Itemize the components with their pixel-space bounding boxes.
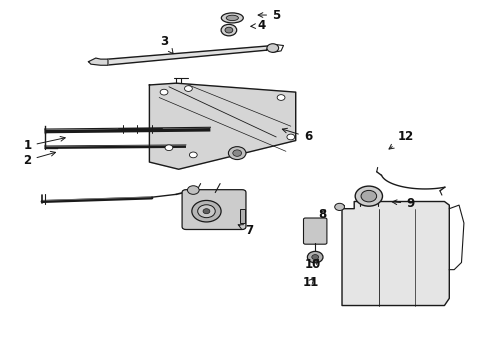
Bar xyxy=(239,209,245,223)
Text: 12: 12 xyxy=(388,130,413,149)
Text: 10: 10 xyxy=(304,258,320,271)
Text: 3: 3 xyxy=(160,35,173,54)
Text: 9: 9 xyxy=(391,197,413,210)
Circle shape xyxy=(311,255,318,260)
Text: 4: 4 xyxy=(250,19,265,32)
Text: 2: 2 xyxy=(23,151,55,167)
Text: 1: 1 xyxy=(23,136,65,152)
Circle shape xyxy=(334,203,344,211)
Polygon shape xyxy=(88,58,108,65)
Circle shape xyxy=(160,89,167,95)
Ellipse shape xyxy=(221,13,243,23)
Text: 11: 11 xyxy=(302,276,318,289)
Circle shape xyxy=(354,186,382,206)
Circle shape xyxy=(360,190,376,202)
Circle shape xyxy=(221,24,236,36)
Circle shape xyxy=(286,134,294,140)
Circle shape xyxy=(187,186,199,194)
Text: 5: 5 xyxy=(258,9,280,22)
Text: 8: 8 xyxy=(318,208,326,221)
Ellipse shape xyxy=(226,15,238,21)
FancyBboxPatch shape xyxy=(303,218,326,244)
Circle shape xyxy=(184,86,192,91)
Circle shape xyxy=(228,147,245,159)
Circle shape xyxy=(191,201,221,222)
Polygon shape xyxy=(105,46,268,65)
Circle shape xyxy=(189,152,197,158)
Circle shape xyxy=(307,251,323,263)
Circle shape xyxy=(232,150,241,156)
Circle shape xyxy=(266,44,278,52)
Circle shape xyxy=(197,205,215,218)
Circle shape xyxy=(164,145,172,150)
Text: 7: 7 xyxy=(238,224,253,237)
Circle shape xyxy=(203,209,209,214)
Circle shape xyxy=(277,95,285,100)
Polygon shape xyxy=(341,202,448,306)
Text: 6: 6 xyxy=(282,128,311,144)
Circle shape xyxy=(224,27,232,33)
Polygon shape xyxy=(149,83,295,169)
FancyBboxPatch shape xyxy=(182,190,245,229)
